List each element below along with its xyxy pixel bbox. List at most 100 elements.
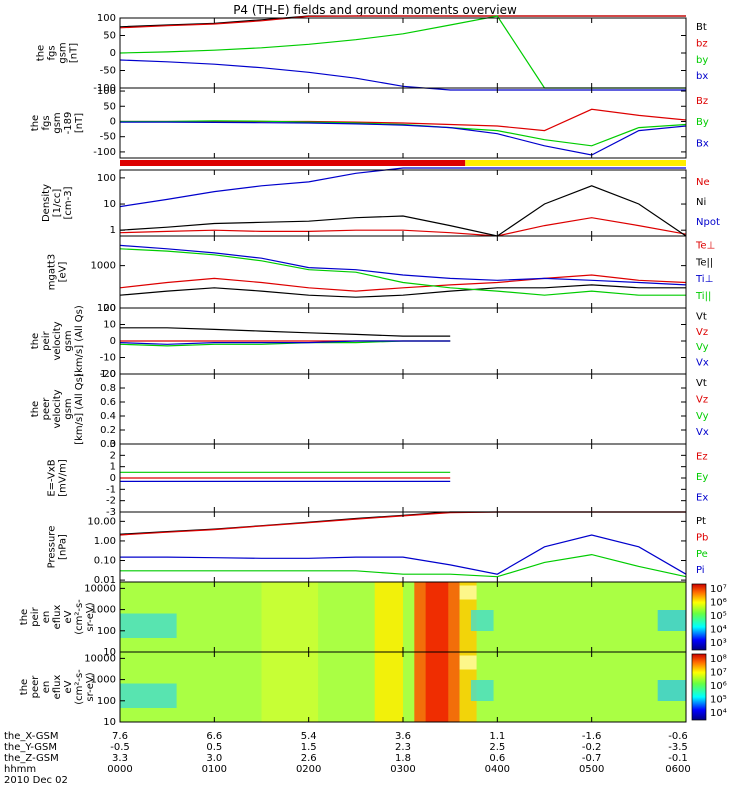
colorbar-label: 10⁷ bbox=[710, 668, 727, 679]
panel-6: 1.0 0.8 0.6 0.4 0.2 0.0 Vt Vz Vy Vx the peer velocit… bbox=[30, 369, 709, 450]
series-vy bbox=[119, 340, 451, 347]
spectrogram-band bbox=[425, 652, 449, 722]
x-tick-hhmm: 0600 bbox=[665, 764, 690, 775]
y-axis-label: (cm²-s- bbox=[74, 669, 85, 705]
y-axis-label: peir bbox=[30, 606, 41, 626]
y-tick-label: 0 bbox=[110, 473, 116, 484]
colorbar-label: 10⁸ bbox=[710, 654, 727, 665]
legend-ne: Ne bbox=[696, 177, 710, 188]
y-tick-label: 100 bbox=[97, 626, 116, 637]
x-tick-gsm-y: 1.5 bbox=[301, 742, 317, 753]
y-axis-label: sr-eV) bbox=[85, 672, 96, 701]
x-row-label-hhmm: hhmm bbox=[4, 764, 36, 775]
y-tick-label: 1 bbox=[110, 462, 116, 473]
y-tick-label: 100 bbox=[97, 86, 116, 97]
panel-2: 100 50 0 -50 -100 Bz By Bx the fgs gsm -189 [nT] bbox=[30, 86, 709, 159]
legend-ni: Ni bbox=[696, 197, 706, 208]
x-tick-gsm-x: 5.4 bbox=[301, 731, 317, 742]
spectrogram-band bbox=[459, 585, 477, 600]
y-tick-label: 0.01 bbox=[94, 575, 116, 586]
legend-vy: Vy bbox=[696, 411, 709, 422]
y-axis-label: gsm bbox=[63, 330, 74, 351]
x-tick-gsm-x: 1.1 bbox=[489, 731, 505, 742]
figure-title: P4 (TH-E) fields and ground moments over… bbox=[233, 3, 517, 17]
legend-ey: Ey bbox=[696, 472, 708, 483]
legend-pe: Pe bbox=[696, 549, 708, 560]
y-axis-label: the bbox=[30, 401, 41, 417]
x-tick-gsm-x: 6.6 bbox=[206, 731, 222, 742]
y-axis-label: the bbox=[19, 679, 30, 695]
y-tick-label: 100 bbox=[97, 696, 116, 707]
y-axis-label: the bbox=[36, 45, 47, 61]
y-tick-label: -2 bbox=[106, 496, 116, 507]
x-tick-gsm-x: 7.6 bbox=[112, 731, 128, 742]
legend-pi: Pi bbox=[696, 565, 705, 576]
y-axis-label: [1/cc] bbox=[52, 189, 63, 218]
y-tick-label: 1000 bbox=[91, 605, 116, 616]
legend-bx: bx bbox=[696, 71, 708, 82]
y-axis-label: the bbox=[30, 333, 41, 349]
x-tick-gsm-y: -0.2 bbox=[582, 742, 602, 753]
y-tick-label: 2 bbox=[110, 450, 116, 461]
legend-ti: Ti|| bbox=[695, 291, 711, 302]
legend-ti: Ti⊥ bbox=[695, 274, 713, 285]
y-axis-label: Density bbox=[41, 184, 52, 222]
colorbar-label: 10⁷ bbox=[710, 584, 727, 595]
legend-pt: Pt bbox=[696, 516, 706, 527]
x-axis-labels: the_X-GSM the_Y-GSM the_Z-GSM hhmm 2010 … bbox=[4, 731, 691, 786]
spectrogram-band bbox=[470, 610, 494, 631]
y-tick-label: 10 bbox=[103, 199, 116, 210]
x-row-label-z: the_Z-GSM bbox=[4, 753, 59, 764]
spectrogram-band bbox=[374, 582, 403, 652]
y-axis-label: [eV] bbox=[58, 262, 69, 283]
x-tick-gsm-y: 0.5 bbox=[206, 742, 222, 753]
y-tick-label: 10000 bbox=[84, 653, 116, 664]
y-tick-label: 100 bbox=[97, 13, 116, 24]
y-tick-label: 1 bbox=[110, 225, 116, 236]
y-tick-label: 3 bbox=[110, 439, 116, 450]
y-axis-label: (cm²-s- bbox=[74, 599, 85, 635]
colorbar-label: 10³ bbox=[710, 638, 727, 649]
x-tick-hhmm: 0400 bbox=[485, 764, 510, 775]
y-axis-label: velocity bbox=[52, 321, 63, 360]
y-tick-label: -3 bbox=[106, 507, 116, 518]
panel-frame bbox=[119, 87, 687, 159]
y-tick-label: 0.4 bbox=[100, 411, 116, 422]
x-tick-gsm-x: -1.6 bbox=[582, 731, 602, 742]
colorbar-label: 10⁴ bbox=[710, 625, 727, 636]
y-tick-label: 20 bbox=[103, 303, 116, 314]
colorbar-label: 10⁵ bbox=[710, 695, 727, 706]
legend-by: by bbox=[696, 55, 708, 66]
y-tick-label: 0.2 bbox=[100, 425, 116, 436]
series-pi bbox=[120, 534, 687, 575]
y-tick-label: -1 bbox=[106, 484, 116, 495]
mode-bar-red bbox=[120, 160, 466, 166]
y-tick-label: 50 bbox=[103, 101, 116, 112]
y-tick-label: -50 bbox=[100, 132, 116, 143]
y-tick-label: 1.00 bbox=[94, 536, 116, 547]
y-axis-label: fgs bbox=[41, 115, 52, 130]
panel-9: 10000 1000 100 10 10⁷ 10⁶ 10⁵ 10⁴ 10³ the peir en ef… bbox=[19, 581, 727, 658]
series-ni bbox=[119, 185, 687, 237]
y-tick-label: -10 bbox=[100, 353, 116, 364]
x-tick-hhmm: 0100 bbox=[202, 764, 227, 775]
y-tick-label: 10 bbox=[103, 320, 116, 331]
x-row-label-x: the_X-GSM bbox=[4, 731, 58, 742]
y-tick-label: 0.8 bbox=[100, 383, 116, 394]
series-ti bbox=[119, 248, 686, 296]
series-by bbox=[119, 15, 686, 89]
y-tick-label: 1000 bbox=[91, 675, 116, 686]
panel-10: 10000 1000 100 10 10⁸ 10⁷ 10⁶ 10⁵ 10⁴ the peer en ef… bbox=[19, 651, 727, 728]
y-tick-label: 0 bbox=[110, 48, 116, 59]
spectrogram-band bbox=[120, 683, 177, 708]
y-axis-label: the bbox=[30, 115, 41, 131]
y-tick-label: 0.0 bbox=[100, 439, 116, 450]
y-axis-label: eV bbox=[63, 680, 74, 693]
y-tick-label: 0.6 bbox=[100, 397, 116, 408]
legend-pb: Pb bbox=[696, 532, 708, 543]
legend-vz: Vz bbox=[696, 394, 708, 405]
y-axis-label: [nPa] bbox=[58, 534, 69, 560]
